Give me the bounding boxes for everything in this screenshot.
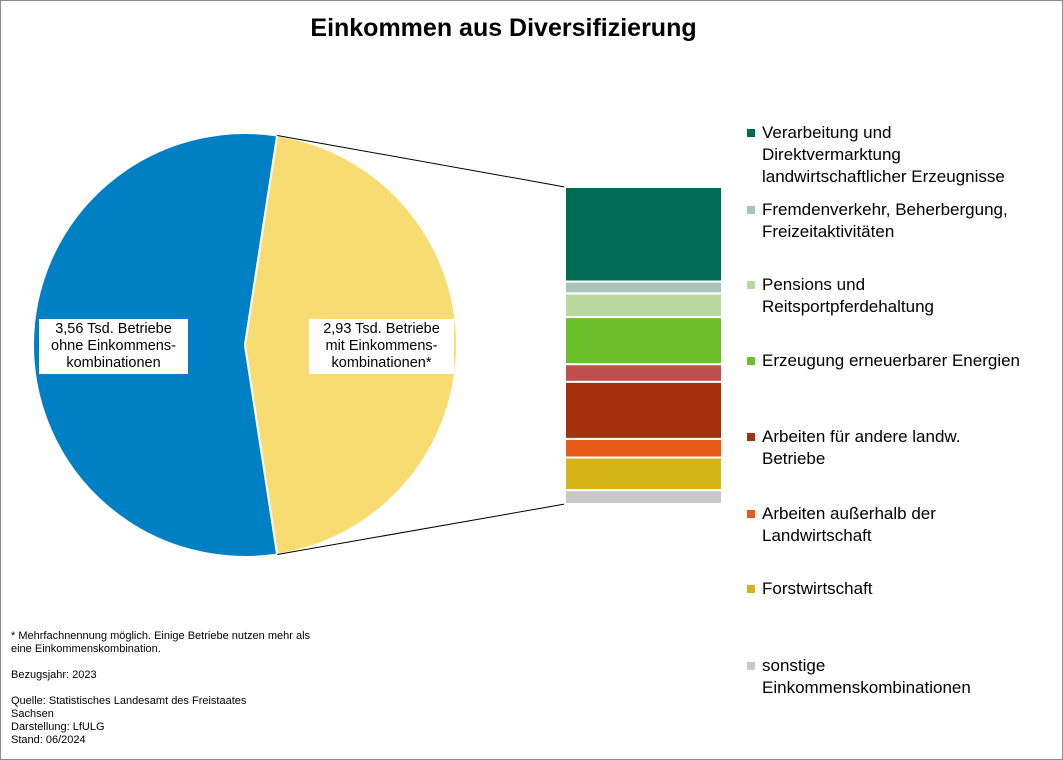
legend-swatch [747,357,755,365]
legend-swatch [747,281,755,289]
legend-label: Verarbeitung und Direktvermarktung landw… [762,123,1005,186]
breakdown-segment-5 [564,380,723,440]
legend-label: Erzeugung erneuerbarer Energien [762,351,1021,370]
breakdown-bar [564,186,723,505]
chart-notes: * Mehrfachnennung möglich. Einige Betrie… [11,630,361,747]
pie-slice-label-ohne: 3,56 Tsd. Betriebe ohne Einkommens- komb… [39,319,188,374]
legend-label: Pensions und Reitsportpferdehaltung [762,275,935,316]
legend-swatch [747,206,755,214]
legend-swatch [747,433,755,441]
legend-label: Arbeiten für andere landw. Betriebe [762,427,961,468]
chart-title: Einkommen aus Diversifizierung [310,14,697,42]
legend-label: Fremdenverkehr, Beherbergung, Freizeitak… [762,200,1008,241]
breakdown-connectors [277,134,566,556]
source-note: Quelle: Statistisches Landesamt des Frei… [11,695,247,746]
pie-slice-label-mit: 2,93 Tsd. Betriebe mit Einkommens- kombi… [309,319,454,374]
breakdown-segment-4 [564,363,723,383]
legend-swatch [747,585,755,593]
breakdown-segment-0 [564,186,723,283]
legend-label: Forstwirtschaft [762,579,873,598]
legend-swatch [747,129,755,137]
breakdown-segment-7 [564,456,723,492]
legend-label: Arbeiten außerhalb der Landwirtschaft [762,504,936,545]
legend-swatch [747,662,755,670]
breakdown-segment-8 [564,489,723,505]
breakdown-segment-3 [564,316,723,366]
breakdown-segment-1 [564,280,723,295]
legend-swatch [747,510,755,518]
legend-label: sonstige Einkommenskombinationen [762,656,971,697]
connector-top [277,134,566,188]
connector-bottom [277,503,566,556]
breakdown-segment-6 [564,437,723,459]
breakdown-segment-2 [564,292,723,319]
reference-year: Bezugsjahr: 2023 [11,669,97,681]
footnote: * Mehrfachnennung möglich. Einige Betrie… [11,630,311,655]
